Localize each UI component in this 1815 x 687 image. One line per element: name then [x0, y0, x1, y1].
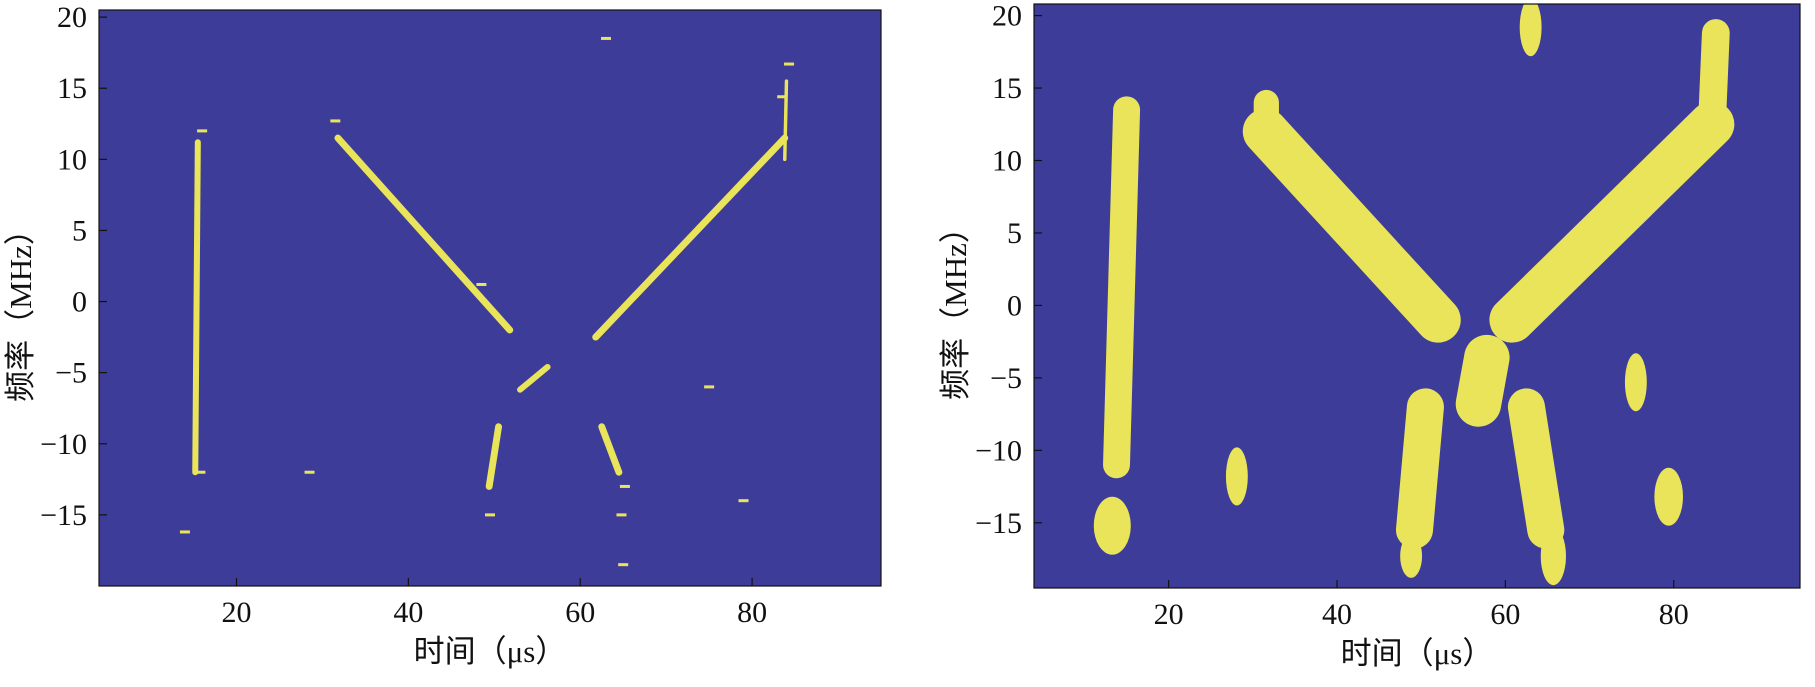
- signal-stroke: [485, 423, 503, 490]
- signal-blob: [1519, 4, 1542, 57]
- y-tick-label: 10: [57, 143, 87, 176]
- y-tick-label: 20: [992, 0, 1022, 33]
- x-axis-label: 时间（μs）: [1341, 636, 1494, 671]
- noise-speck: [476, 282, 487, 286]
- y-tick-label: 5: [72, 214, 87, 247]
- noise-speck: [304, 470, 315, 474]
- signal-blob: [1624, 353, 1647, 412]
- y-tick-label: −5: [55, 357, 87, 390]
- noise-speck: [738, 499, 749, 503]
- noise-speck: [618, 563, 629, 567]
- noise-speck: [197, 129, 208, 133]
- y-axis-label: 频率（MHz）: [938, 212, 973, 400]
- y-tick-label: 10: [992, 145, 1022, 178]
- signal-stroke: [1507, 388, 1565, 549]
- y-tick-label: −5: [990, 362, 1022, 395]
- signal-stroke: [1395, 388, 1444, 549]
- noise-speck: [784, 62, 795, 66]
- x-tick-label: 40: [1322, 598, 1352, 631]
- signal-stroke: [1489, 101, 1735, 343]
- signal-stroke: [517, 363, 551, 393]
- y-tick-label: 20: [57, 1, 87, 34]
- signal-stroke: [192, 139, 201, 476]
- signal-stroke: [1455, 334, 1510, 427]
- noise-speck: [179, 530, 190, 534]
- noise-speck: [485, 513, 495, 517]
- chart-right: 20 40 60 80 −15 −10 −5 0 5 10 15 20 时间（μs） 频率（MHz）: [938, 0, 1801, 671]
- signal-stroke: [1103, 96, 1141, 479]
- noise-speck: [704, 385, 715, 389]
- noise-speck: [330, 119, 341, 123]
- x-tick-label: 80: [1659, 598, 1689, 631]
- noise-speck: [616, 513, 627, 517]
- y-tick-label: 15: [992, 72, 1022, 105]
- x-tick-label: 40: [393, 596, 423, 629]
- y-tick-label: −15: [40, 499, 87, 532]
- y-tick-label: 15: [57, 72, 87, 105]
- y-tick-label: −10: [40, 428, 87, 461]
- y-tick-label: −10: [975, 434, 1022, 467]
- signal-stroke: [1242, 108, 1461, 343]
- x-tick-label: 20: [1154, 598, 1184, 631]
- signal-stroke: [1697, 19, 1730, 146]
- y-axis-label: 频率（MHz）: [3, 214, 38, 402]
- plot-area: [99, 10, 881, 586]
- signal-blob: [1654, 467, 1683, 526]
- x-tick-label: 60: [1490, 598, 1520, 631]
- axes-frame: [1033, 3, 1801, 589]
- signal-stroke: [598, 423, 623, 476]
- noise-speck: [195, 470, 206, 474]
- noise-speck: [777, 95, 788, 99]
- x-axis-label: 时间（μs）: [414, 634, 567, 669]
- axes-frame: [98, 9, 882, 587]
- x-tick-label: 20: [221, 596, 251, 629]
- x-tick-label: 80: [737, 596, 767, 629]
- x-tick-label: 60: [565, 596, 595, 629]
- noise-speck: [619, 484, 630, 488]
- signal-marks: [179, 36, 795, 567]
- y-tick-label: −15: [975, 507, 1022, 540]
- y-tick-label: 5: [1007, 217, 1022, 250]
- signal-blob: [1400, 534, 1423, 578]
- signal-blob: [1540, 527, 1566, 586]
- signal-blob: [1093, 496, 1131, 555]
- y-tick-label: 0: [1007, 289, 1022, 322]
- chart-left: 20 40 60 80 −15 −10 −5 0 5 10 15 20 时间（μs） 频率（MHz）: [3, 1, 882, 669]
- signal-stroke: [783, 79, 789, 162]
- signal-stroke: [592, 134, 789, 341]
- signal-stroke: [334, 134, 514, 334]
- y-tick-label: 0: [72, 286, 87, 319]
- signal-marks: [1093, 4, 1735, 586]
- noise-speck: [601, 36, 612, 40]
- signal-blob: [1225, 447, 1248, 506]
